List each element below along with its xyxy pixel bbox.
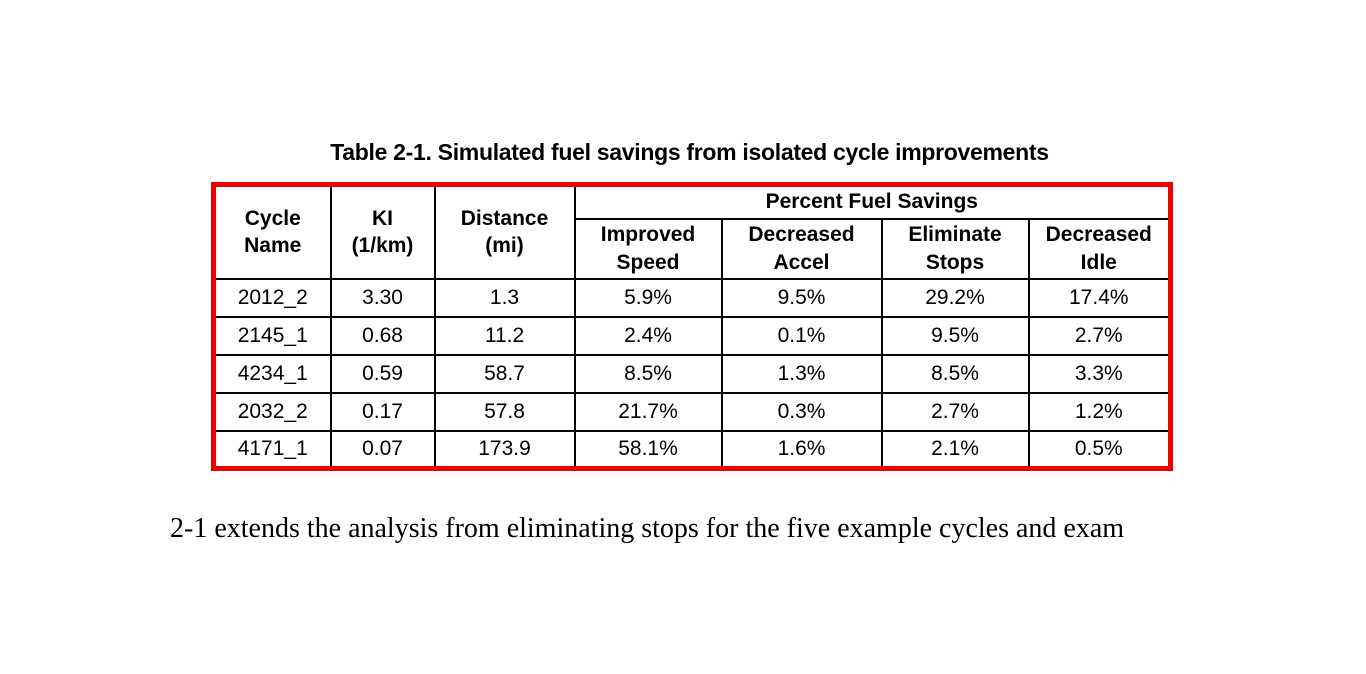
table-row: 2145_1 0.68 11.2 2.4% 0.1% 9.5% 2.7%	[212, 315, 1172, 356]
cell-improved-speed: 5.9%	[573, 277, 723, 318]
col-header-decreased-idle: Decreased Idle	[1027, 217, 1172, 280]
cell-eliminate-stops: 2.1%	[880, 429, 1030, 470]
table-header: Cycle Name KI (1/km) Distance (mi) Perce…	[212, 183, 1172, 280]
cell-improved-speed: 58.1%	[573, 429, 723, 470]
cell-cycle-name: 4234_1	[212, 353, 332, 394]
fuel-savings-table: Cycle Name KI (1/km) Distance (mi) Perce…	[211, 182, 1174, 471]
cell-ki: 0.07	[329, 429, 436, 470]
cell-eliminate-stops: 9.5%	[880, 315, 1030, 356]
cell-decreased-accel: 1.3%	[720, 353, 883, 394]
cell-ki: 0.17	[329, 391, 436, 432]
cell-eliminate-stops: 8.5%	[880, 353, 1030, 394]
col-header-improved-speed: Improved Speed	[573, 217, 723, 280]
header-row-group: Cycle Name KI (1/km) Distance (mi) Perce…	[212, 183, 1172, 280]
cell-cycle-name: 4171_1	[212, 429, 332, 470]
table-row: 4171_1 0.07 173.9 58.1% 1.6% 2.1% 0.5%	[212, 429, 1172, 470]
cell-decreased-accel: 9.5%	[720, 277, 883, 318]
cell-distance: 57.8	[433, 391, 576, 432]
table-row: 2032_2 0.17 57.8 21.7% 0.3% 2.7% 1.2%	[212, 391, 1172, 432]
header-row-sub: Improved Speed Decreased Accel Eliminate…	[214, 217, 1172, 280]
cell-cycle-name: 2012_2	[212, 277, 332, 318]
cell-distance: 1.3	[433, 277, 576, 318]
cell-improved-speed: 8.5%	[573, 353, 723, 394]
table-body: 2012_2 3.30 1.3 5.9% 9.5% 29.2% 17.4% 21…	[212, 277, 1172, 470]
col-header-ki: KI (1/km)	[329, 183, 436, 280]
cell-decreased-idle: 2.7%	[1027, 315, 1172, 356]
col-header-cycle-name: Cycle Name	[212, 183, 332, 280]
group-header-percent-fuel-savings: Percent Fuel Savings	[573, 183, 1172, 220]
col-header-decreased-accel: Decreased Accel	[720, 217, 883, 280]
cell-eliminate-stops: 2.7%	[880, 391, 1030, 432]
cell-distance: 58.7	[433, 353, 576, 394]
cell-decreased-idle: 1.2%	[1027, 391, 1172, 432]
table-caption: Table 2-1. Simulated fuel savings from i…	[330, 139, 1049, 165]
table-row: 4234_1 0.59 58.7 8.5% 1.3% 8.5% 3.3%	[212, 353, 1172, 394]
cell-decreased-accel: 1.6%	[720, 429, 883, 470]
cell-ki: 3.30	[329, 277, 436, 318]
cell-improved-speed: 2.4%	[573, 315, 723, 356]
table-row: 2012_2 3.30 1.3 5.9% 9.5% 29.2% 17.4%	[212, 277, 1172, 318]
cell-decreased-accel: 0.1%	[720, 315, 883, 356]
body-text-fragment: 2-1 extends the analysis from eliminatin…	[170, 513, 1125, 544]
cell-distance: 173.9	[433, 429, 576, 470]
col-header-eliminate-stops: Eliminate Stops	[880, 217, 1030, 280]
cell-cycle-name: 2032_2	[212, 391, 332, 432]
cell-distance: 11.2	[433, 315, 576, 356]
cell-decreased-accel: 0.3%	[720, 391, 883, 432]
cell-cycle-name: 2145_1	[212, 315, 332, 356]
cell-ki: 0.59	[329, 353, 436, 394]
cell-decreased-idle: 17.4%	[1027, 277, 1172, 318]
cell-improved-speed: 21.7%	[573, 391, 723, 432]
cell-decreased-idle: 0.5%	[1027, 429, 1172, 470]
cell-decreased-idle: 3.3%	[1027, 353, 1172, 394]
cell-ki: 0.68	[329, 315, 436, 356]
cell-eliminate-stops: 29.2%	[880, 277, 1030, 318]
col-header-distance: Distance (mi)	[433, 183, 576, 280]
